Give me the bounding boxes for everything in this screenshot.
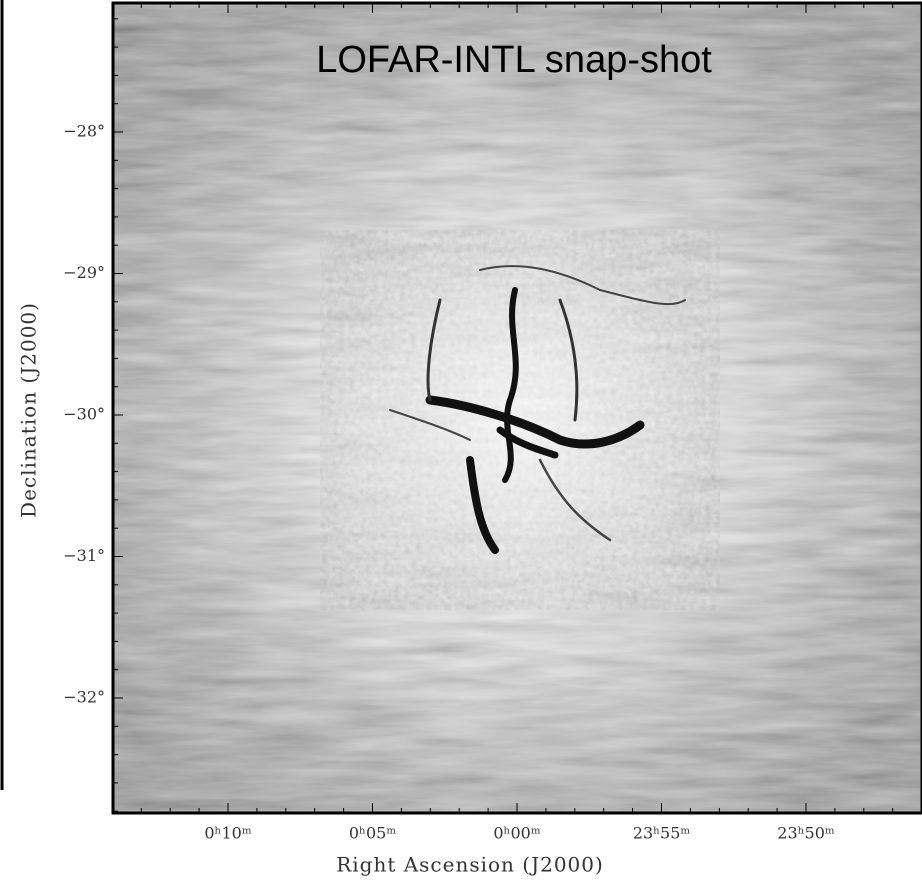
- radio-image: [113, 3, 922, 813]
- y-axis-label: Declination (J2000): [17, 302, 41, 518]
- title: LOFAR-INTL snap-shot: [316, 39, 712, 81]
- x-tick-label: 23ʰ50ᵐ: [777, 824, 835, 843]
- y-tick-label: −32°: [63, 688, 105, 707]
- axis-ticks: −28° −29° −30° −31° −32° 0ʰ10ᵐ 0ʰ05ᵐ 0ʰ00ᵐ 23ʰ55…: [63, 3, 922, 843]
- x-tick-label: 23ʰ55ᵐ: [633, 824, 691, 843]
- y-tick-label: −31°: [63, 546, 105, 565]
- x-tick-label: 0ʰ00ᵐ: [493, 824, 540, 843]
- x-tick-label: 0ʰ05ᵐ: [349, 824, 396, 843]
- x-axis-label: Right Ascension (J2000): [336, 853, 604, 877]
- x-tick-label: 0ʰ10ᵐ: [204, 824, 251, 843]
- y-tick-label: −28°: [63, 122, 105, 141]
- y-tick-label: −30°: [63, 405, 105, 424]
- y-tick-label: −29°: [63, 263, 105, 282]
- dark-filaments: [389, 265, 686, 554]
